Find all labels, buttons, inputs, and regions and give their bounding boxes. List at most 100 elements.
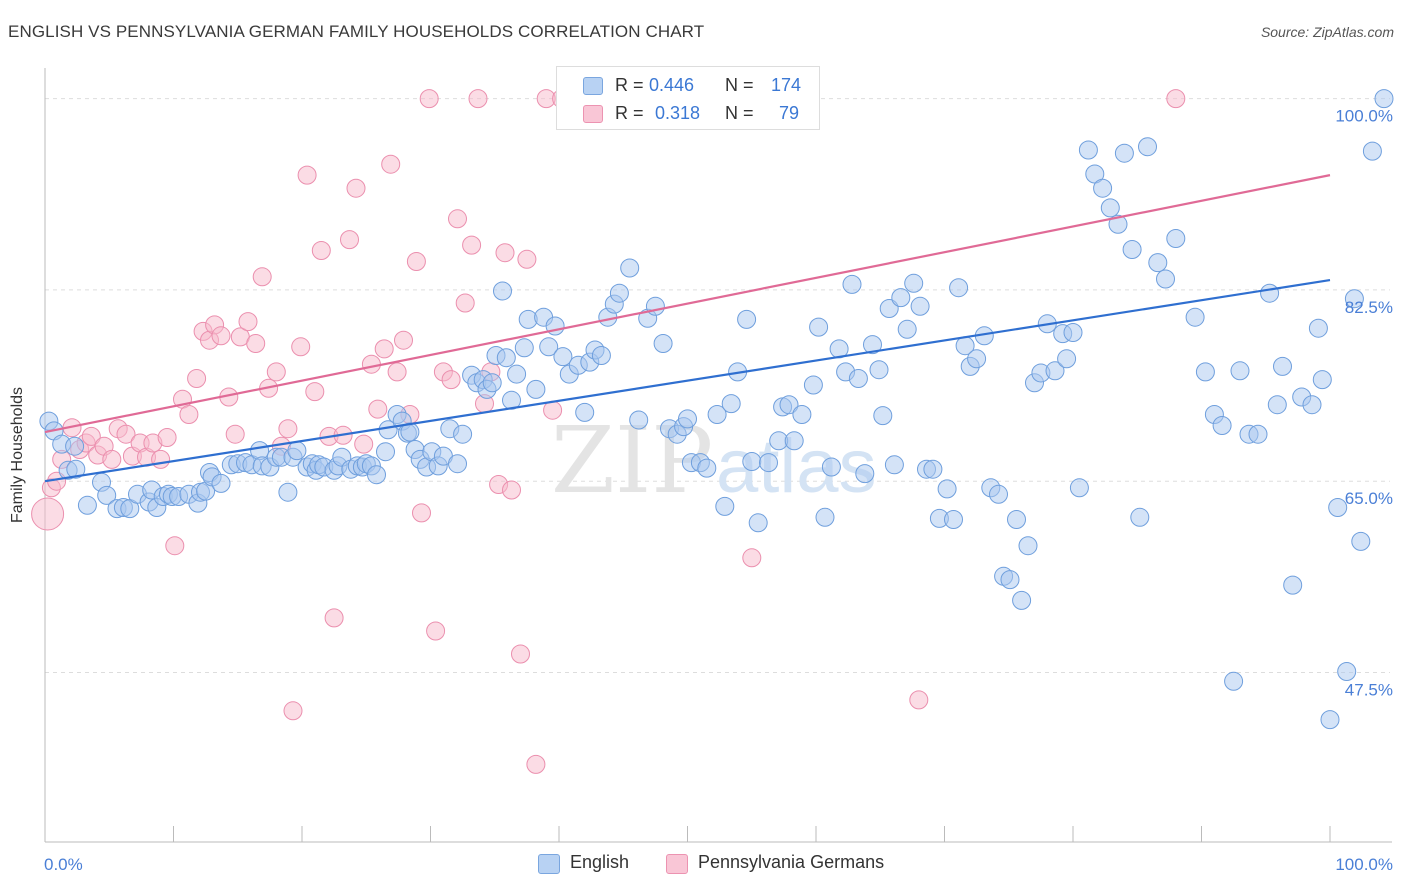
grid-lines bbox=[45, 98, 1390, 674]
english-point-5 bbox=[66, 459, 86, 479]
english-point-53 bbox=[376, 442, 395, 462]
pg-point-32 bbox=[252, 267, 272, 287]
english-point-113 bbox=[759, 453, 778, 473]
english-trend-line bbox=[44, 278, 1331, 483]
pg-point-10 bbox=[102, 449, 122, 469]
pg-point-53 bbox=[394, 330, 413, 350]
english-points bbox=[39, 89, 1394, 730]
english-point-134 bbox=[897, 319, 917, 339]
english-point-112 bbox=[748, 513, 768, 533]
english-point-157 bbox=[1045, 361, 1065, 381]
english-point-189 bbox=[1312, 370, 1332, 390]
pg-point-43 bbox=[324, 608, 344, 628]
r-label: R = bbox=[615, 103, 644, 123]
pg-point-57 bbox=[419, 89, 439, 109]
axes bbox=[44, 68, 1392, 843]
english-point-153 bbox=[1018, 536, 1038, 556]
english-point-77 bbox=[507, 364, 527, 384]
english-point-140 bbox=[937, 479, 957, 499]
pg-point-31 bbox=[246, 334, 266, 353]
english-point-169 bbox=[1130, 507, 1150, 527]
english-point-90 bbox=[591, 346, 611, 365]
pg-point-37 bbox=[283, 701, 303, 721]
pg-point-17 bbox=[151, 449, 171, 469]
english-point-177 bbox=[1212, 416, 1232, 435]
n-value: 174 bbox=[771, 75, 802, 95]
pg-point-70 bbox=[511, 644, 530, 664]
english-point-175 bbox=[1195, 362, 1215, 382]
english-point-148 bbox=[989, 484, 1008, 504]
english-point-171 bbox=[1148, 253, 1168, 273]
english-point-190 bbox=[1320, 710, 1340, 730]
pg-point-68 bbox=[495, 243, 515, 263]
english-point-26 bbox=[211, 473, 231, 493]
y-tick-label-3: 100.0% bbox=[1335, 107, 1393, 126]
trend-lines bbox=[44, 174, 1331, 483]
pg-point-19 bbox=[165, 536, 185, 556]
english-point-193 bbox=[1344, 289, 1364, 309]
english-point-8 bbox=[97, 485, 117, 505]
y-tick-label-0: 47.5% bbox=[1345, 681, 1393, 700]
english-swatch bbox=[583, 77, 603, 95]
english-point-196 bbox=[1374, 89, 1394, 109]
english-point-184 bbox=[1273, 356, 1292, 376]
english-point-119 bbox=[803, 375, 823, 395]
stats-row-pennsylvania-germans: R = 0.318 N = 79 bbox=[557, 101, 819, 127]
pg-point-62 bbox=[455, 293, 475, 313]
english-point-36 bbox=[278, 482, 298, 502]
english-point-82 bbox=[539, 337, 559, 357]
pg-point-48 bbox=[361, 354, 381, 374]
english-point-136 bbox=[910, 296, 930, 316]
english-point-145 bbox=[967, 349, 987, 369]
stats-legend: R = 0.446 N = 174 R = 0.318 N = 79 bbox=[556, 66, 820, 130]
pg-point-77 bbox=[909, 690, 929, 710]
english-point-191 bbox=[1328, 498, 1348, 517]
source-label: Source: ZipAtlas.com bbox=[1260, 24, 1394, 40]
pg-point-0 bbox=[31, 497, 65, 531]
english-point-128 bbox=[863, 335, 882, 355]
pg-point-18 bbox=[157, 428, 177, 447]
english-point-80 bbox=[526, 379, 546, 399]
english-point-97 bbox=[645, 296, 665, 316]
pg-point-40 bbox=[305, 382, 325, 402]
english-point-187 bbox=[1302, 395, 1322, 415]
pg-point-39 bbox=[297, 165, 317, 185]
english-point-107 bbox=[715, 496, 735, 516]
x-tick-labels: 0.0% 100.0% bbox=[44, 855, 1393, 874]
english-point-78 bbox=[514, 338, 534, 358]
y-tick-labels: 47.5% 65.0% 82.5% 100.0% bbox=[1335, 107, 1393, 700]
pg-point-26 bbox=[211, 326, 231, 346]
pennsylvania-germans-legend-label: Pennsylvania Germans bbox=[698, 852, 885, 872]
pennsylvania-german-points bbox=[31, 89, 1186, 774]
pg-point-50 bbox=[374, 339, 394, 359]
pg-point-72 bbox=[526, 754, 546, 774]
r-value: 0.446 bbox=[649, 75, 695, 95]
english-point-162 bbox=[1078, 140, 1098, 160]
english-legend-swatch bbox=[538, 854, 560, 874]
n-label: N = bbox=[725, 75, 754, 95]
pg-point-60 bbox=[441, 370, 461, 390]
english-point-6 bbox=[77, 495, 97, 515]
r-label: R = bbox=[615, 75, 644, 95]
english-point-142 bbox=[949, 278, 969, 298]
english-point-74 bbox=[493, 281, 512, 301]
english-point-52 bbox=[367, 465, 386, 485]
english-point-95 bbox=[629, 410, 649, 430]
english-point-67 bbox=[453, 424, 473, 444]
english-point-121 bbox=[815, 507, 835, 527]
x-tick-label-1: 100.0% bbox=[1335, 855, 1393, 874]
pg-point-64 bbox=[468, 89, 488, 109]
english-point-182 bbox=[1260, 283, 1280, 303]
english-point-132 bbox=[884, 455, 904, 475]
n-value: 79 bbox=[779, 103, 800, 123]
english-point-108 bbox=[721, 394, 741, 414]
pg-point-36 bbox=[278, 419, 298, 439]
english-point-179 bbox=[1230, 361, 1250, 381]
english-point-118 bbox=[792, 405, 812, 424]
english-point-38 bbox=[287, 441, 307, 461]
english-point-75 bbox=[496, 348, 516, 368]
english-point-194 bbox=[1351, 531, 1371, 551]
english-point-138 bbox=[923, 459, 943, 479]
pg-point-56 bbox=[412, 503, 431, 523]
pg-point-61 bbox=[448, 209, 467, 229]
